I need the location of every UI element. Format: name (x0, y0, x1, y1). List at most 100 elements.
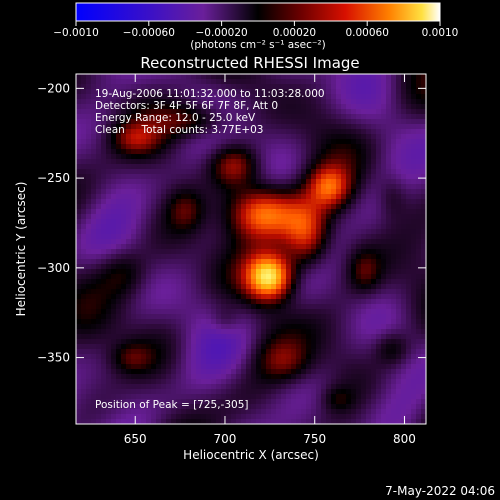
heatmap-cell (221, 79, 227, 85)
heatmap-cell (111, 114, 117, 120)
heatmap-cell (401, 84, 407, 90)
heatmap-cell (96, 309, 102, 315)
heatmap-cell (391, 324, 397, 330)
heatmap-cell (376, 234, 382, 240)
heatmap-cell (386, 254, 392, 260)
heatmap-cell (371, 349, 377, 355)
heatmap-cell (421, 369, 427, 375)
heatmap-cell (271, 124, 277, 130)
heatmap-cell (156, 309, 162, 315)
heatmap-cell (341, 249, 347, 255)
heatmap-cell (386, 134, 392, 140)
heatmap-cell (241, 79, 247, 85)
heatmap-cell (386, 194, 392, 200)
heatmap-cell (111, 134, 117, 140)
heatmap-cell (271, 209, 277, 215)
heatmap-cell (111, 234, 117, 240)
heatmap-cell (201, 364, 207, 370)
heatmap-cell (96, 369, 102, 375)
heatmap-cell (121, 409, 127, 415)
heatmap-cell (306, 119, 312, 125)
heatmap-cell (346, 264, 352, 270)
heatmap-cell (196, 284, 202, 290)
heatmap-cell (411, 109, 417, 115)
heatmap-cell (106, 344, 112, 350)
heatmap-cell (341, 114, 347, 120)
heatmap-cell (266, 219, 272, 225)
heatmap-cell (186, 309, 192, 315)
heatmap-cell (141, 209, 147, 215)
heatmap-cell (316, 99, 322, 105)
heatmap-cell (311, 334, 317, 340)
heatmap-cell (211, 264, 217, 270)
heatmap-cell (381, 194, 387, 200)
heatmap-cell (166, 209, 172, 215)
heatmap-cell (131, 309, 137, 315)
heatmap-cell (156, 179, 162, 185)
heatmap-cell (336, 349, 342, 355)
heatmap-cell (206, 304, 212, 310)
heatmap-cell (136, 344, 142, 350)
heatmap-cell (411, 209, 417, 215)
heatmap-cell (141, 349, 147, 355)
heatmap-cell (176, 234, 182, 240)
heatmap-cell (401, 104, 407, 110)
heatmap-cell (346, 269, 352, 275)
heatmap-cell (356, 394, 362, 400)
heatmap-cell (106, 389, 112, 395)
heatmap-cell (96, 154, 102, 160)
heatmap-cell (126, 279, 132, 285)
heatmap-cell (411, 364, 417, 370)
heatmap-cell (171, 184, 177, 190)
heatmap-cell (146, 194, 152, 200)
heatmap-cell (366, 224, 372, 230)
heatmap-cell (331, 294, 337, 300)
heatmap-cell (311, 379, 317, 385)
heatmap-cell (266, 309, 272, 315)
heatmap-cell (91, 184, 97, 190)
heatmap-cell (416, 229, 422, 235)
heatmap-cell (181, 204, 187, 210)
heatmap-cell (351, 334, 357, 340)
heatmap-cell (366, 324, 372, 330)
heatmap-cell (146, 419, 152, 425)
heatmap-cell (166, 319, 172, 325)
heatmap-cell (376, 339, 382, 345)
heatmap-cell (366, 124, 372, 130)
heatmap-cell (231, 144, 237, 150)
heatmap-cell (246, 114, 252, 120)
heatmap-cell (101, 394, 107, 400)
heatmap-cell (176, 214, 182, 220)
heatmap-cell (141, 179, 147, 185)
heatmap-cell (256, 299, 262, 305)
heatmap-cell (151, 339, 157, 345)
heatmap-cell (376, 224, 382, 230)
heatmap-cell (146, 344, 152, 350)
heatmap-cell (256, 354, 262, 360)
heatmap-cell (236, 334, 242, 340)
heatmap-cell (101, 379, 107, 385)
heatmap-cell (396, 229, 402, 235)
heatmap-cell (116, 154, 122, 160)
heatmap-cell (336, 379, 342, 385)
heatmap-cell (271, 199, 277, 205)
heatmap-cell (366, 299, 372, 305)
heatmap-cell (256, 329, 262, 335)
heatmap-cell (271, 319, 277, 325)
heatmap-cell (291, 304, 297, 310)
heatmap-cell (151, 404, 157, 410)
heatmap-cell (311, 269, 317, 275)
heatmap-cell (116, 229, 122, 235)
heatmap-cell (346, 284, 352, 290)
heatmap-cell (281, 389, 287, 395)
heatmap-cell (81, 84, 87, 90)
heatmap-cell (316, 384, 322, 390)
heatmap-cell (291, 349, 297, 355)
heatmap-cell (146, 354, 152, 360)
heatmap-cell (191, 349, 197, 355)
heatmap-cell (171, 304, 177, 310)
heatmap-cell (321, 289, 327, 295)
heatmap-cell (186, 199, 192, 205)
heatmap-cell (371, 249, 377, 255)
heatmap-cell (256, 229, 262, 235)
